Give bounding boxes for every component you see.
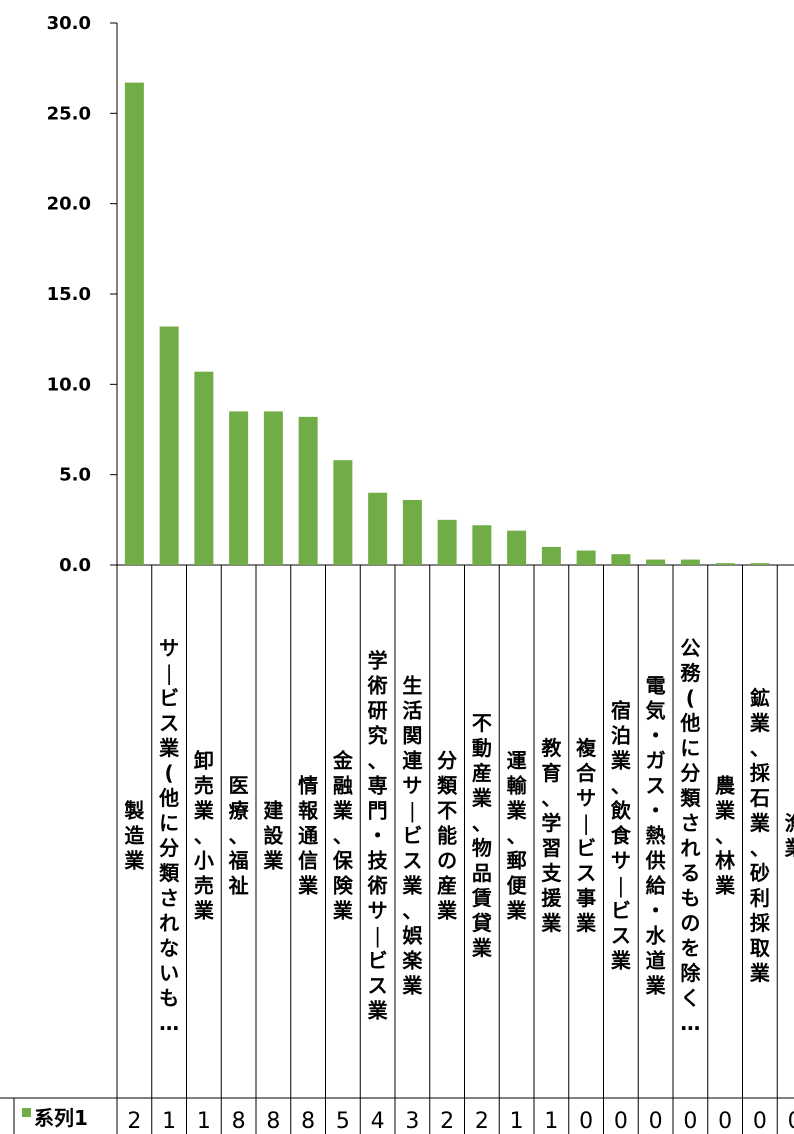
bar bbox=[437, 519, 457, 565]
bar bbox=[333, 460, 353, 565]
y-tick-label: 5.0 bbox=[59, 465, 91, 486]
bar bbox=[402, 499, 422, 565]
table-cell: 0 bbox=[718, 1109, 732, 1134]
table-cell: 0 bbox=[579, 1109, 593, 1134]
bars bbox=[124, 82, 770, 566]
table-cell: 4 bbox=[371, 1109, 385, 1134]
y-tick-label: 0.0 bbox=[59, 555, 91, 576]
bar bbox=[611, 554, 631, 565]
table-cell: 2 bbox=[127, 1109, 141, 1134]
bar bbox=[124, 82, 144, 566]
bar bbox=[646, 559, 666, 565]
category-label: 農業、林業 bbox=[715, 774, 736, 898]
y-tick-label: 15.0 bbox=[47, 284, 91, 305]
category-label: 分類不能の産業 bbox=[437, 749, 458, 923]
table-cell: 0 bbox=[753, 1109, 767, 1134]
category-label: 運輸業、郵便業 bbox=[507, 749, 528, 923]
category-label: 卸売業、小売業 bbox=[194, 749, 215, 923]
bar bbox=[263, 411, 283, 565]
legend-swatch bbox=[22, 1108, 31, 1117]
category-label: 医療、福祉 bbox=[228, 774, 249, 898]
y-tick-label: 30.0 bbox=[47, 13, 91, 34]
table-cell: 3 bbox=[405, 1109, 419, 1134]
category-label: 教育、学習支援業 bbox=[541, 736, 562, 935]
bar bbox=[541, 546, 561, 565]
y-tick-label: 10.0 bbox=[47, 374, 91, 395]
table-cell: 2 bbox=[440, 1109, 454, 1134]
bar bbox=[750, 563, 770, 565]
table-cell: 1 bbox=[510, 1109, 524, 1134]
bar bbox=[194, 371, 214, 565]
bar bbox=[507, 530, 527, 565]
bar bbox=[472, 525, 492, 565]
table-cell: 1 bbox=[544, 1109, 558, 1134]
category-label: 建設業 bbox=[263, 799, 284, 873]
category-label: サ|ビス業(他に分類されないも… bbox=[158, 636, 180, 1035]
table-cell: 1 bbox=[162, 1109, 176, 1134]
y-tick-label: 25.0 bbox=[47, 103, 91, 124]
table-cell: 0 bbox=[614, 1109, 628, 1134]
table-cell: 5 bbox=[336, 1109, 350, 1134]
bar bbox=[576, 550, 596, 565]
data-table: 系列121188854322110000000 bbox=[0, 1097, 794, 1134]
table-cell: 1 bbox=[197, 1109, 211, 1134]
bar bbox=[159, 326, 179, 565]
table-cell: 8 bbox=[232, 1109, 246, 1134]
category-label: 学術研究、専門・技術サ|ビス業 bbox=[367, 649, 389, 1023]
category-label: 不動産業、物品賃貸業 bbox=[471, 711, 493, 960]
y-tick-label: 20.0 bbox=[47, 194, 91, 215]
bar bbox=[368, 492, 388, 565]
category-label: 生活関連サ|ビス業、娯楽業 bbox=[402, 674, 423, 998]
category-label: 漁業 bbox=[785, 811, 794, 860]
table-cell: 8 bbox=[301, 1109, 315, 1134]
bar bbox=[715, 563, 735, 565]
category-label: 金融業、保険業 bbox=[332, 749, 354, 923]
category-label: 製造業 bbox=[124, 799, 145, 873]
table-cell: 2 bbox=[475, 1109, 489, 1134]
category-label: 公務(他に分類されるものを除く… bbox=[679, 636, 701, 1035]
category-label: 宿泊業、飲食サ|ビス業 bbox=[610, 699, 632, 973]
table-cell: 0 bbox=[683, 1109, 697, 1134]
bar bbox=[298, 416, 318, 565]
category-label: 電気・ガス・熱供給・水道業 bbox=[645, 674, 667, 998]
table-cell: 8 bbox=[266, 1109, 280, 1134]
legend-label: 系列1 bbox=[34, 1106, 88, 1130]
category-label: 複合サ|ビス事業 bbox=[576, 736, 597, 935]
bar bbox=[680, 559, 700, 565]
category-label: 情報通信業 bbox=[298, 774, 319, 898]
table-cell: 0 bbox=[788, 1109, 794, 1134]
category-label: 鉱業、採石業、砂利採取業 bbox=[749, 686, 771, 985]
bar bbox=[229, 411, 249, 565]
table-cell: 0 bbox=[649, 1109, 663, 1134]
